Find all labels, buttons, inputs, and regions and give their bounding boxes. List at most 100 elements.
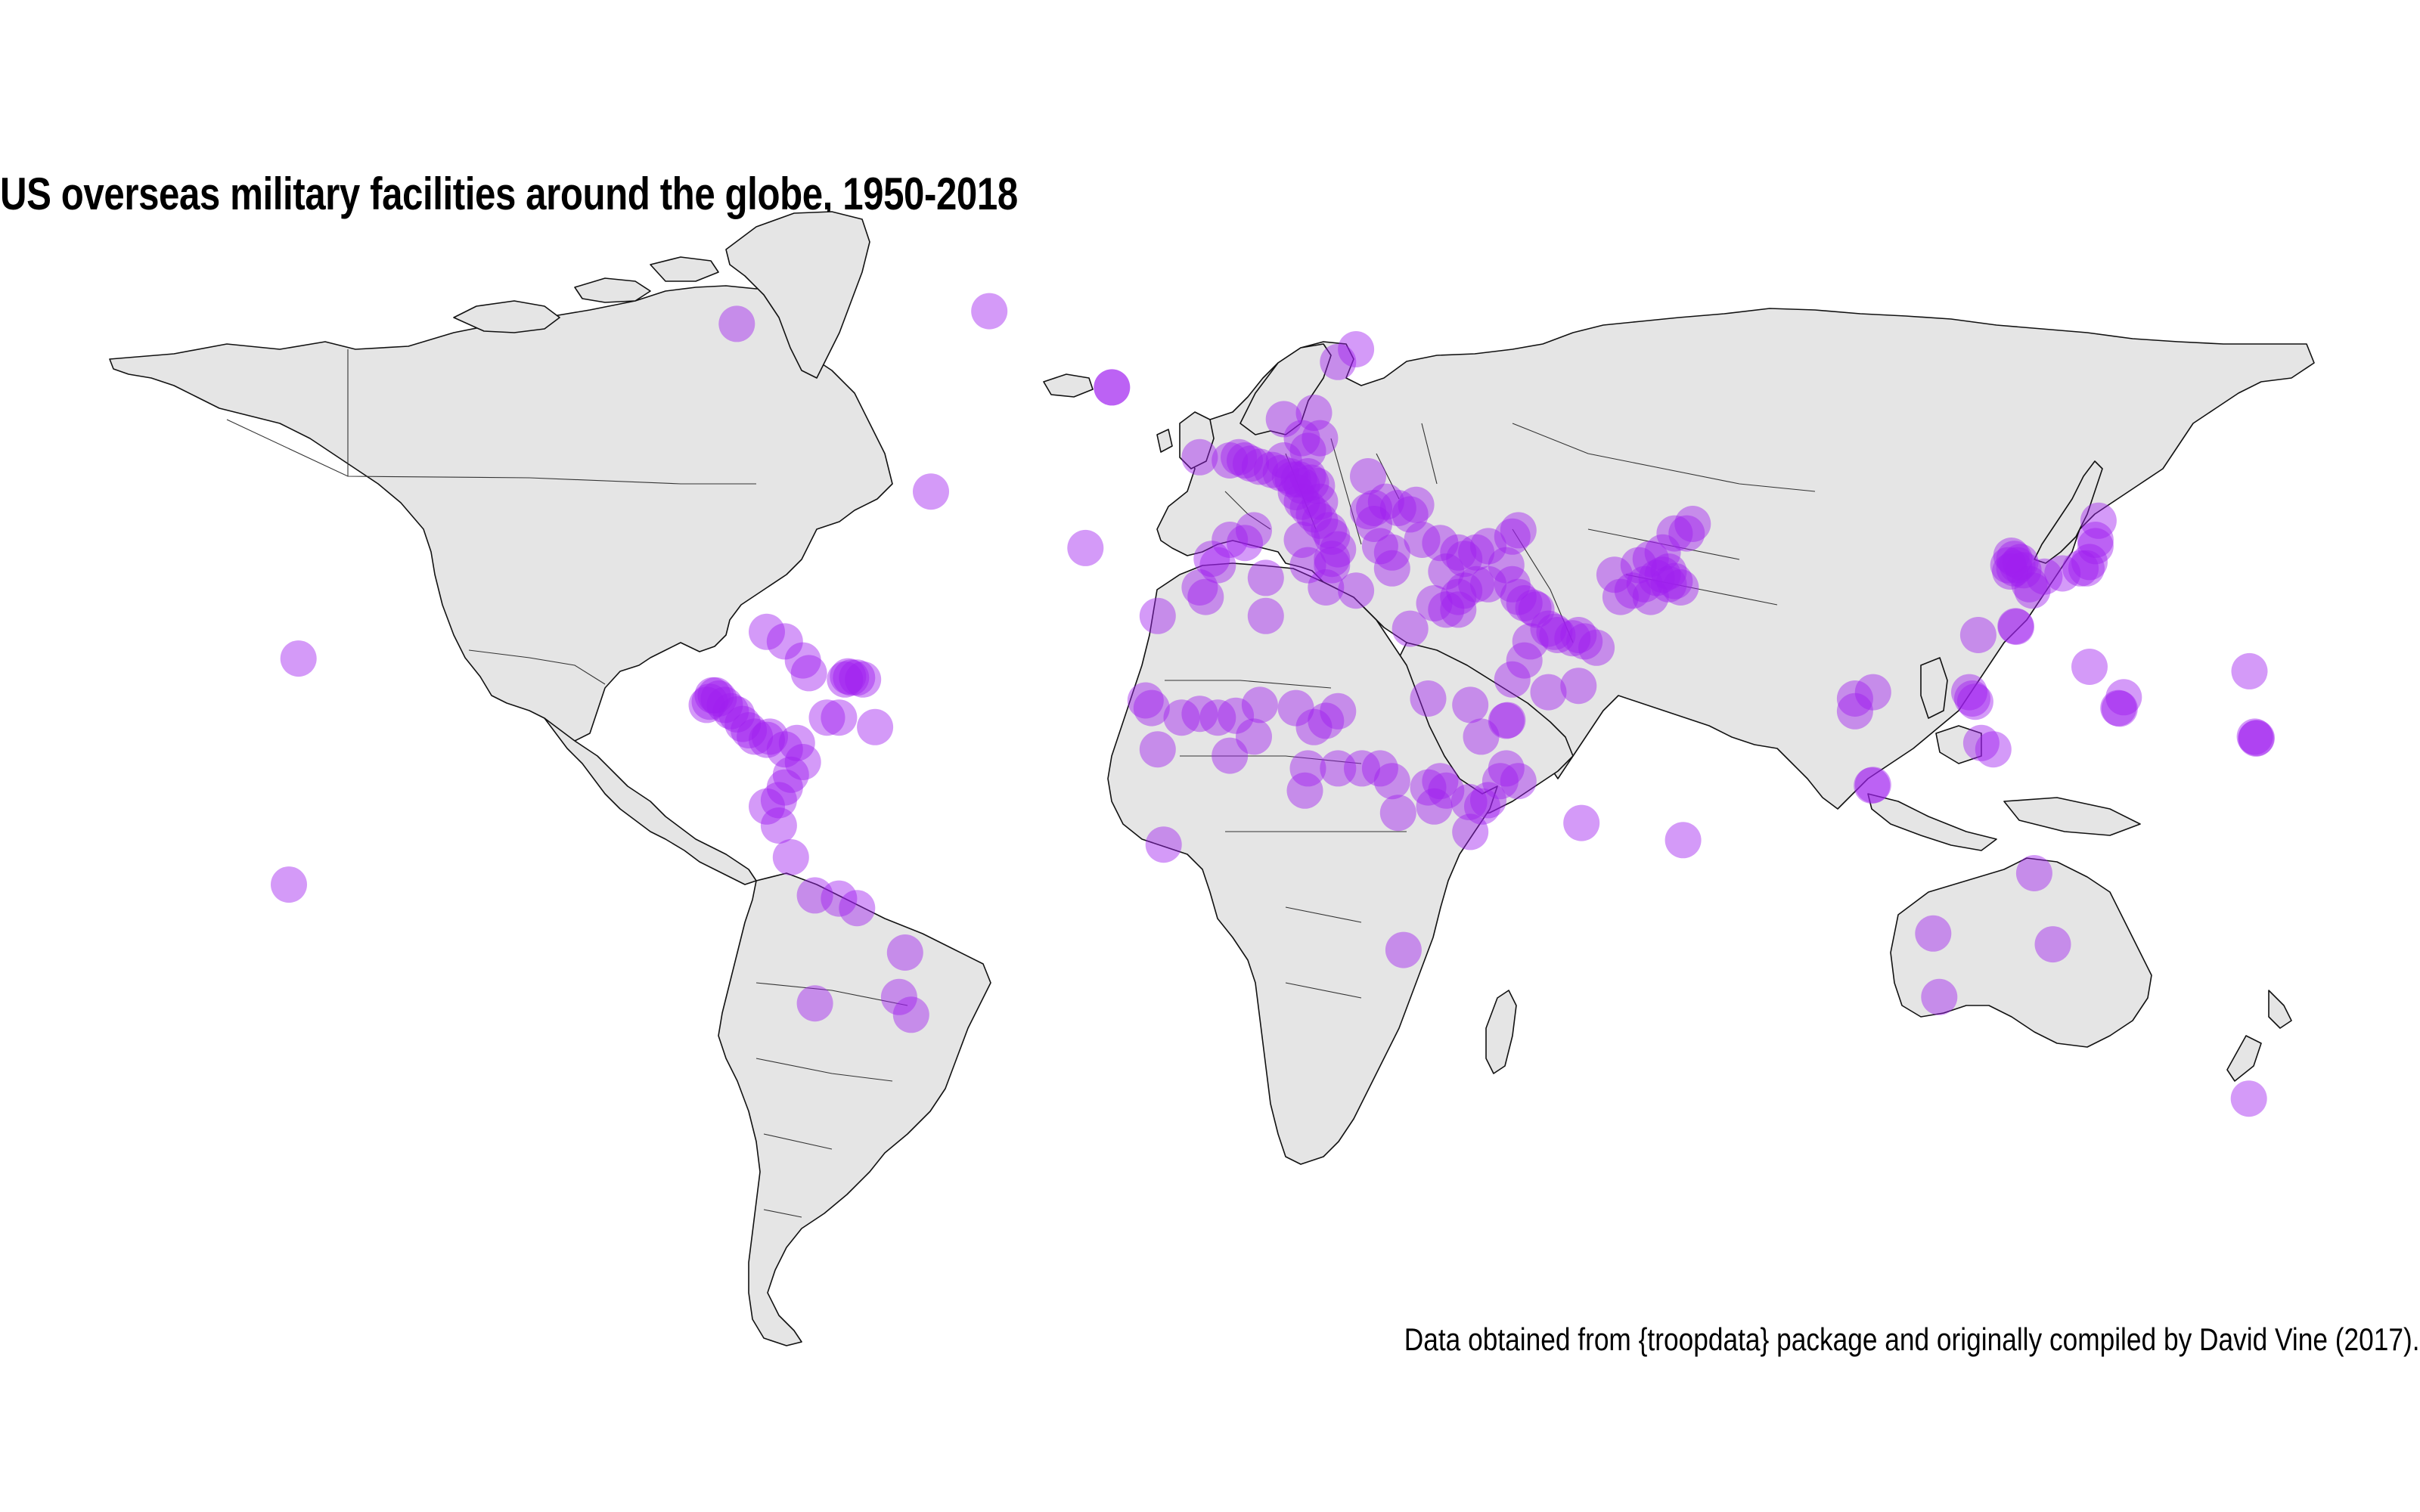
facility-point [1236, 512, 1272, 549]
facility-point [1392, 496, 1429, 533]
facility-point [1458, 565, 1495, 603]
facility-point [1668, 515, 1705, 552]
facility-point [1650, 565, 1687, 603]
facility-point [1373, 763, 1410, 800]
facility-point [1854, 767, 1891, 804]
facility-point [1512, 623, 1549, 660]
facility-point [1295, 395, 1333, 431]
facility-point [1416, 788, 1453, 825]
asia-borders [1512, 423, 1816, 643]
facility-point [1560, 617, 1597, 653]
facility-point [766, 731, 803, 768]
south-america-borders [755, 982, 908, 1218]
facility-point [1656, 515, 1693, 552]
facility-point [1954, 680, 1990, 717]
facility-point [1367, 483, 1404, 520]
facility-point [271, 866, 307, 903]
facility-point [1446, 572, 1483, 609]
facility-point [1289, 432, 1326, 469]
facility-point [784, 744, 821, 780]
facility-point [1410, 680, 1447, 717]
facility-point [1361, 528, 1398, 565]
facility-point [1665, 822, 1702, 859]
facility-point [1464, 788, 1500, 825]
facility-point [1350, 458, 1386, 494]
facility-point [691, 683, 728, 720]
facility-point [1271, 458, 1308, 494]
facility-point [1632, 578, 1669, 615]
facility-point [1951, 674, 1987, 711]
facility-point [1314, 518, 1351, 555]
facility-point [1385, 931, 1422, 968]
facility-point [839, 659, 876, 696]
facility-point [2101, 690, 2138, 727]
facility-point [1212, 522, 1249, 558]
facility-point [2100, 689, 2137, 727]
facility-point [1638, 559, 1675, 596]
facility-point [1311, 512, 1348, 549]
facility-point [737, 718, 774, 755]
facility-point [1139, 731, 1176, 768]
facility-point [1350, 493, 1386, 530]
facility-point [1133, 689, 1170, 727]
facility-point [1241, 686, 1278, 723]
facility-point [1463, 718, 1500, 755]
facility-point [2238, 720, 2275, 757]
facility-point [1283, 522, 1320, 558]
country-borders [226, 349, 1816, 1218]
africa-landmass [1107, 562, 1498, 1165]
facility-point [1247, 597, 1284, 634]
facility-point [1265, 401, 1302, 438]
facility-point [1289, 458, 1326, 494]
facility-point [1539, 617, 1576, 653]
map-title: US overseas military facilities around t… [0, 169, 1018, 219]
facility-point [1280, 461, 1317, 498]
facility-point [1404, 522, 1441, 558]
facility-point [1992, 553, 2029, 590]
facility-point [1199, 547, 1236, 584]
facility-point [731, 712, 768, 748]
facility-point [1626, 565, 1663, 603]
facility-point [1187, 578, 1224, 615]
facility-point [1518, 591, 1555, 628]
facility-point [1241, 448, 1278, 485]
facility-point [1253, 451, 1290, 488]
facility-point [1338, 572, 1375, 609]
facility-point [688, 686, 725, 723]
facility-point [1392, 610, 1429, 647]
facility-point [1554, 620, 1591, 657]
facility-point [1298, 467, 1336, 504]
facility-point [1308, 702, 1345, 739]
new-zealand-islands [2226, 990, 2292, 1082]
facility-point [1373, 534, 1410, 571]
facility-point [2062, 550, 2099, 587]
facility-point [1127, 682, 1164, 719]
source-caption: Data obtained from {troopdata} package a… [1404, 1321, 2420, 1357]
facility-point [2071, 649, 2108, 685]
facility-point [2005, 552, 2042, 589]
facility-point [1373, 550, 1410, 587]
facility-point [1302, 502, 1339, 539]
facility-point [1193, 541, 1230, 578]
facility-point [2014, 572, 2051, 609]
facility-point [2077, 522, 2114, 558]
facility-point [1536, 613, 1573, 650]
facility-point [1292, 464, 1329, 501]
facility-point [1398, 486, 1435, 523]
greenland-landmass [725, 211, 870, 379]
facility-point [2105, 679, 2142, 716]
madagascar-landmass [1485, 990, 1517, 1074]
facility-point [1428, 591, 1465, 628]
facility-point [2015, 855, 2052, 891]
facility-point [1560, 668, 1597, 705]
facility-point [1361, 750, 1398, 787]
facility-point [796, 877, 833, 914]
facility-point [697, 677, 734, 714]
facility-point [790, 655, 827, 692]
facility-point [1428, 553, 1465, 590]
facility-point [1247, 559, 1284, 596]
facility-point [1999, 547, 2036, 584]
facility-point [784, 642, 821, 679]
facility-point [1277, 474, 1314, 510]
facility-point [1212, 442, 1249, 479]
